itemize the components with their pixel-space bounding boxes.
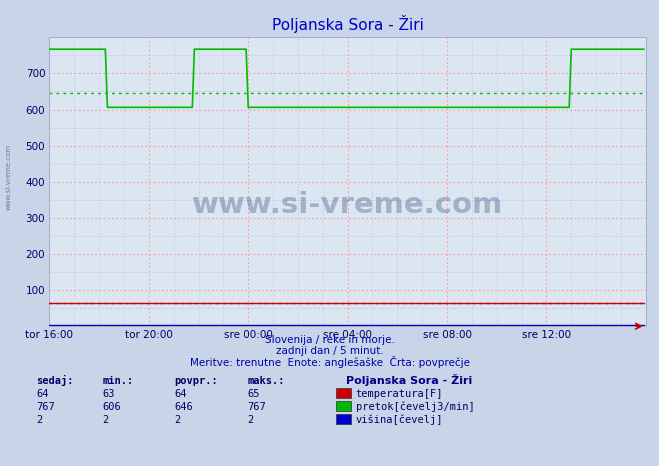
Text: 65: 65: [247, 389, 260, 399]
Text: www.si-vreme.com: www.si-vreme.com: [192, 191, 503, 219]
Text: 64: 64: [36, 389, 49, 399]
Text: 767: 767: [247, 402, 266, 412]
Text: 646: 646: [175, 402, 193, 412]
Text: višina[čevelj]: višina[čevelj]: [356, 414, 444, 425]
Text: Slovenija / reke in morje.: Slovenija / reke in morje.: [264, 335, 395, 344]
Text: 767: 767: [36, 402, 55, 412]
Text: sedaj:: sedaj:: [36, 376, 74, 386]
Text: zadnji dan / 5 minut.: zadnji dan / 5 minut.: [275, 346, 384, 356]
Text: 2: 2: [102, 415, 108, 425]
Title: Poljanska Sora - Žiri: Poljanska Sora - Žiri: [272, 15, 424, 34]
Text: maks.:: maks.:: [247, 377, 285, 386]
Text: 64: 64: [175, 389, 187, 399]
Text: povpr.:: povpr.:: [175, 377, 218, 386]
Text: 2: 2: [36, 415, 42, 425]
Text: 63: 63: [102, 389, 115, 399]
Text: min.:: min.:: [102, 377, 133, 386]
Text: pretok[čevelj3/min]: pretok[čevelj3/min]: [356, 402, 474, 412]
Text: temperatura[F]: temperatura[F]: [356, 389, 444, 399]
Text: 606: 606: [102, 402, 121, 412]
Text: Poljanska Sora - Žiri: Poljanska Sora - Žiri: [346, 375, 473, 386]
Text: Meritve: trenutne  Enote: anglešaške  Črta: povprečje: Meritve: trenutne Enote: anglešaške Črta…: [190, 356, 469, 368]
Text: www.si-vreme.com: www.si-vreme.com: [5, 144, 11, 210]
Text: 2: 2: [175, 415, 181, 425]
Text: 2: 2: [247, 415, 253, 425]
